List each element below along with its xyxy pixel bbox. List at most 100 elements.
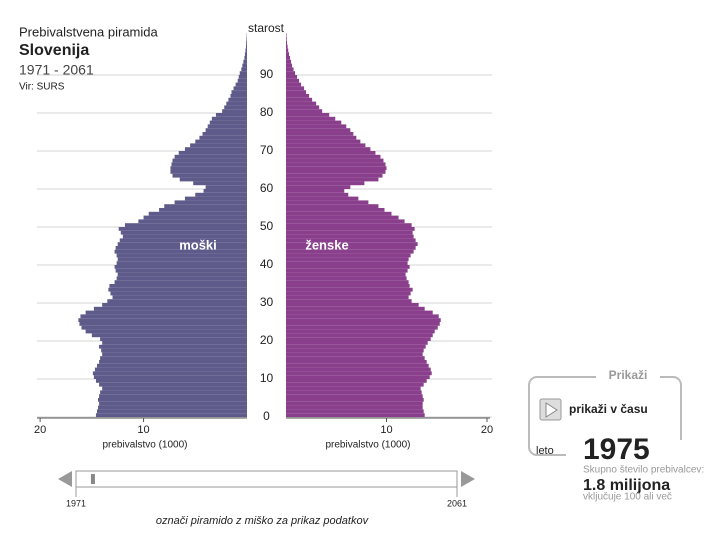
bar [286,181,365,186]
bar [100,390,247,395]
bar [193,181,247,186]
bar [209,120,247,125]
bar [245,48,247,53]
bar [178,151,247,155]
bar [102,386,247,391]
bar [286,261,408,265]
slider-next[interactable] [461,471,475,487]
bar [99,382,247,387]
bar [286,75,298,79]
bar [78,318,248,322]
bar [228,97,247,102]
bar [244,56,247,60]
bar [205,128,247,132]
bar [286,223,412,227]
bar [286,200,369,205]
bar [174,154,247,159]
bar [286,139,361,144]
total-note: vključuje 100 ali več [583,492,672,503]
bar [91,333,248,338]
bar [119,238,247,243]
bar [94,367,248,372]
bar [239,71,247,75]
bar [99,360,247,364]
bar [286,360,427,364]
bar [286,113,330,117]
bar [286,120,342,125]
bar [286,394,423,398]
bar [116,276,247,281]
bar [101,348,247,353]
bar [286,299,412,303]
bar [174,200,247,205]
bar [286,52,290,56]
bar [109,284,248,288]
bar [97,409,247,414]
bar [286,265,410,269]
bar [233,86,247,91]
bar [117,272,247,277]
slider-prev[interactable] [58,471,72,487]
bar [116,261,247,265]
bar [286,158,384,163]
bar [286,40,288,45]
y-tick-label: 80 [260,105,274,119]
slider-thumb[interactable] [90,474,95,484]
bar [286,162,386,167]
bar [286,348,424,353]
bar [286,291,411,296]
bar [286,56,291,60]
bar [286,367,431,372]
bar [195,139,247,144]
bar [112,295,247,300]
slider-track[interactable] [75,470,458,488]
bar [224,105,247,110]
bar [286,185,351,189]
play-button[interactable]: prikaži v času [539,398,648,421]
year-label: leto [536,445,554,457]
bar [286,268,408,273]
bar [286,371,432,376]
bar [286,105,320,110]
bar [286,379,427,383]
panel-title: Prikaži [609,368,648,382]
bar [102,303,247,307]
bar [99,394,247,398]
x-tick-label: 10 [380,424,392,436]
bar [286,413,425,417]
play-label[interactable]: prikaži v času [569,402,648,416]
bar [92,371,248,376]
bar [159,208,247,212]
bar [286,230,413,235]
bar [114,265,247,269]
bar [122,234,247,239]
bar [114,249,247,254]
bar [171,162,247,167]
bar [286,97,313,102]
bar [100,356,247,360]
y-tick-label: 70 [260,143,274,157]
bar [170,166,247,170]
bar [190,143,247,148]
bar [286,211,392,216]
bar [286,63,293,68]
bar [286,33,287,37]
bar [286,219,405,224]
bar [286,344,426,349]
y-tick-label: 30 [260,295,274,309]
bar [102,341,247,345]
bar [286,386,421,391]
bar [286,124,347,129]
bar [203,189,247,193]
bar [286,78,300,83]
play-icon[interactable] [545,402,558,418]
bar [286,37,287,41]
bar [246,37,247,41]
bar [286,375,430,379]
bar [286,390,422,395]
y-tick-label: 90 [260,67,274,81]
x-tick-label: 10 [137,424,149,436]
bar [143,215,247,220]
bar [286,48,289,53]
source: Vir: SURS [19,82,65,93]
